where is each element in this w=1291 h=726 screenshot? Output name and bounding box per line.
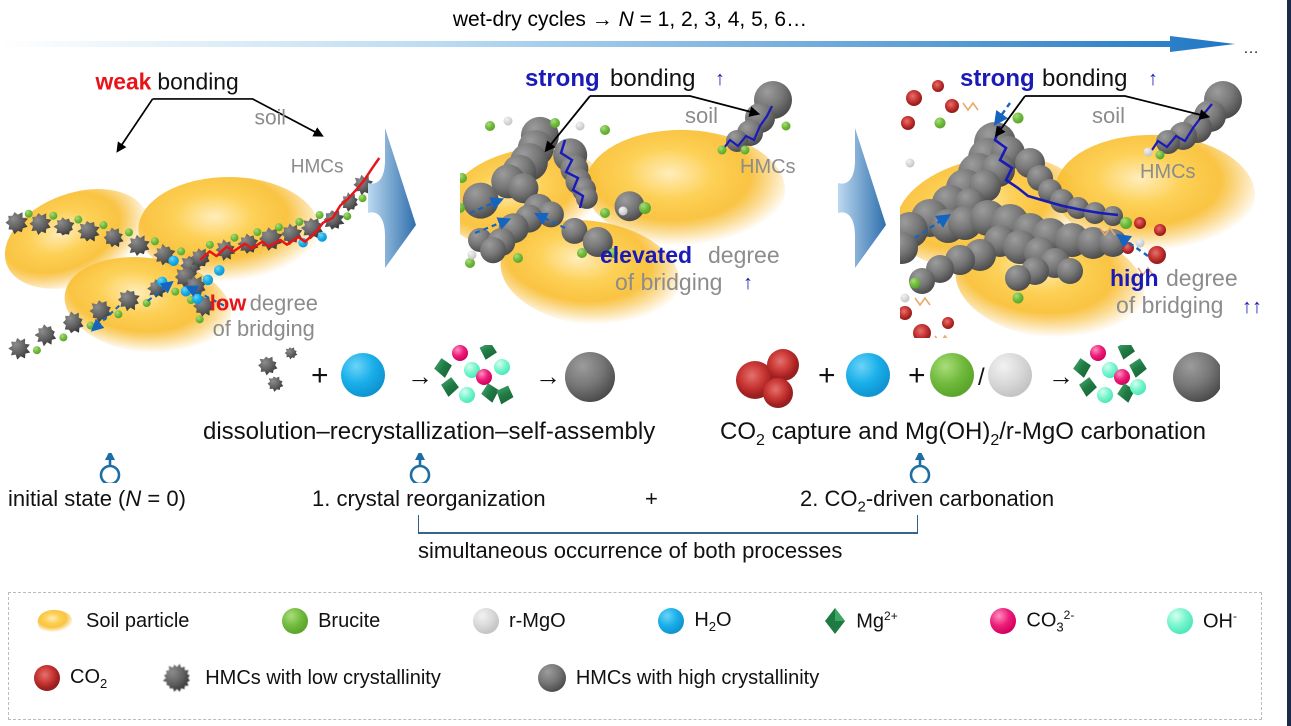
svg-text:↑: ↑ [715, 68, 725, 90]
svg-text:soil: soil [255, 107, 286, 130]
svg-text:of bridging: of bridging [213, 316, 315, 341]
svg-text:↑: ↑ [743, 272, 753, 294]
svg-text:HMCs: HMCs [740, 156, 796, 178]
svg-text:strong: strong [960, 65, 1035, 92]
svg-text:soil: soil [1092, 103, 1125, 128]
svg-text:↑↑: ↑↑ [1242, 296, 1262, 318]
svg-text:strong: strong [525, 65, 600, 92]
svg-text:low: low [210, 290, 247, 315]
svg-text:weak: weak [94, 68, 151, 94]
svg-text:soil: soil [685, 103, 718, 128]
svg-text:elevated: elevated [600, 242, 692, 268]
svg-text:↑: ↑ [1148, 68, 1158, 90]
svg-text:HMCs: HMCs [1140, 161, 1196, 183]
svg-text:+: + [908, 359, 926, 392]
svg-text:+: + [818, 359, 836, 392]
svg-text:bonding: bonding [610, 65, 695, 92]
svg-text:+: + [311, 359, 329, 392]
svg-text:of bridging: of bridging [615, 269, 722, 295]
svg-text:of bridging: of bridging [1116, 292, 1223, 318]
svg-text:/: / [978, 364, 985, 391]
svg-text:bonding: bonding [1042, 65, 1127, 92]
svg-text:→: → [407, 361, 433, 391]
svg-text:HMCs: HMCs [291, 156, 344, 177]
svg-text:bonding: bonding [157, 68, 238, 94]
svg-text:degree: degree [1166, 265, 1238, 291]
svg-text:degree: degree [250, 290, 318, 315]
svg-text:degree: degree [708, 242, 780, 268]
svg-text:→: → [1048, 361, 1074, 391]
svg-text:high: high [1110, 265, 1159, 291]
svg-text:→: → [535, 361, 561, 391]
